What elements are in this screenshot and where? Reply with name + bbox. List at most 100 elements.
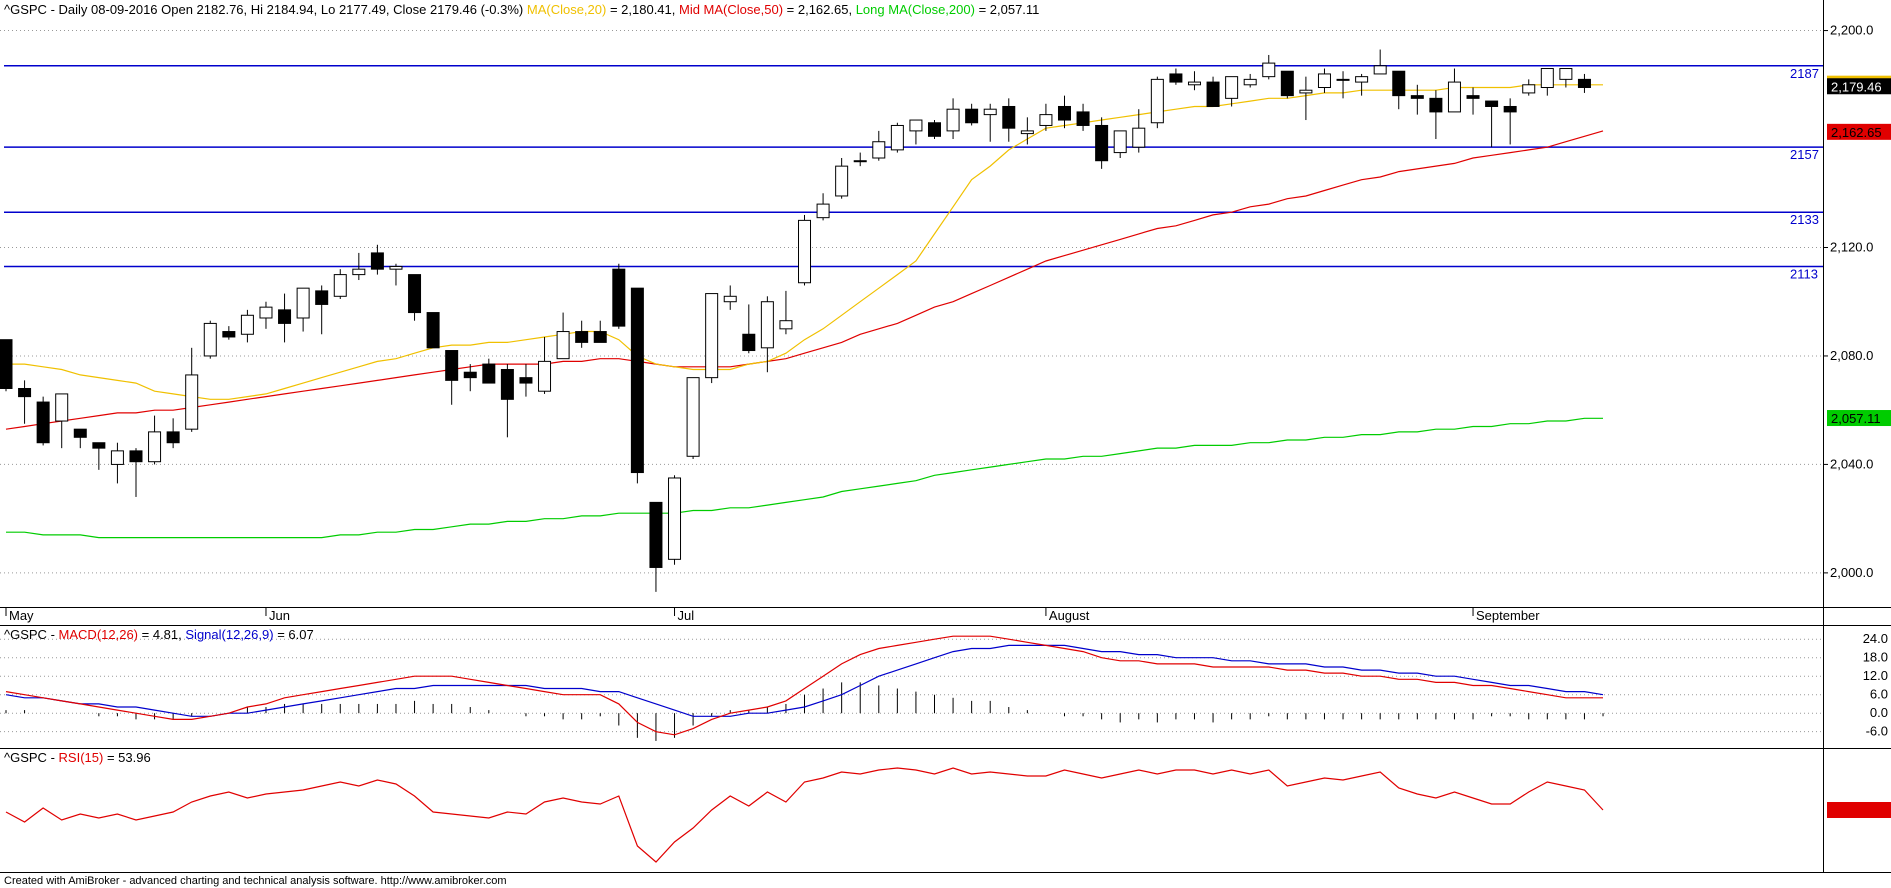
candle-body-43 <box>798 219 812 284</box>
price-pane-title: ^GSPC - Daily 08-09-2016 Open 2182.76, H… <box>4 2 1039 17</box>
candle-body-69 <box>1280 70 1294 97</box>
candle-64 <box>1187 71 1201 91</box>
candle-21 <box>389 263 403 286</box>
candle-60 <box>1113 130 1127 159</box>
candle-body-84 <box>1559 68 1573 80</box>
ohlc-info: - Daily 08-09-2016 Open 2182.76, Hi 2184… <box>51 2 524 17</box>
horizontal-line-label-2157: 2157 <box>1790 147 1819 162</box>
candle-85 <box>1577 73 1591 93</box>
candle-body-76 <box>1410 95 1424 99</box>
macd-value: = 4.81, <box>142 627 182 642</box>
signal-value: = 6.07 <box>277 627 314 642</box>
candle-20 <box>370 244 384 275</box>
candle-9 <box>166 418 180 449</box>
horizontal-line-label-2187: 2187 <box>1790 66 1819 81</box>
candle-body-1 <box>18 387 32 398</box>
last-value-tag-bg-3 <box>1827 410 1891 427</box>
candle-6 <box>110 442 124 484</box>
moving-average-lines <box>5 84 1604 539</box>
macd-tick-label-2: 12.0 <box>1863 668 1888 683</box>
candle-body-66 <box>1225 76 1239 99</box>
candle-7 <box>129 448 143 497</box>
candle-31 <box>575 320 589 348</box>
candle-body-14 <box>259 306 273 319</box>
candle-body-37 <box>686 377 700 457</box>
price-axis: 2,000.0 2,040.0 2,080.0 2,120.0 2,200.0 <box>1823 23 1873 580</box>
last-value-tag-label-1: 2,179.46 <box>1831 79 1882 94</box>
candle-body-24 <box>445 350 459 381</box>
candle-body-6 <box>110 450 124 465</box>
signal-label: Signal(12,26,9) <box>185 627 273 642</box>
candle-47 <box>872 130 886 161</box>
candle-body-20 <box>370 252 384 270</box>
candle-body-21 <box>389 265 403 270</box>
price-tick-label-0: 2,000.0 <box>1830 565 1873 580</box>
candle-72 <box>1336 71 1350 99</box>
candle-body-60 <box>1113 130 1127 154</box>
candle-body-40 <box>742 333 756 352</box>
candle-2 <box>36 396 50 446</box>
candle-37 <box>686 377 700 459</box>
candlestick-series <box>0 49 1591 592</box>
candle-body-25 <box>463 371 477 379</box>
candle-79 <box>1466 87 1480 115</box>
candle-body-64 <box>1187 81 1201 86</box>
candle-body-30 <box>556 331 570 360</box>
candle-body-35 <box>649 501 663 568</box>
candle-body-29 <box>538 360 552 392</box>
candle-body-26 <box>482 363 496 384</box>
macd-lines <box>5 635 1604 736</box>
candle-body-19 <box>352 268 366 276</box>
macd-tick-label-1: 18.0 <box>1863 650 1888 665</box>
ma20-line <box>6 84 1603 400</box>
candle-81 <box>1503 98 1517 145</box>
ma20-label: MA(Close,20) <box>527 2 606 17</box>
candle-body-79 <box>1466 95 1480 99</box>
macd-tick-label-5: -6.0 <box>1866 724 1888 739</box>
candle-body-55 <box>1020 130 1034 135</box>
candle-44 <box>816 193 830 221</box>
candle-0 <box>0 339 13 392</box>
candle-body-78 <box>1447 81 1461 113</box>
candle-10 <box>185 347 199 432</box>
candle-body-57 <box>1057 105 1071 121</box>
candle-77 <box>1429 90 1443 140</box>
candle-57 <box>1057 95 1071 129</box>
candle-body-38 <box>705 293 719 379</box>
candle-36 <box>668 475 682 565</box>
candle-body-74 <box>1373 65 1387 75</box>
price-tick-label-1: 2,040.0 <box>1830 456 1873 471</box>
candle-56 <box>1039 103 1053 131</box>
candle-25 <box>463 364 477 392</box>
candle-33 <box>612 263 626 329</box>
candle-body-41 <box>760 301 774 349</box>
candle-48 <box>890 122 904 153</box>
candle-29 <box>538 336 552 394</box>
rsi-line <box>5 767 1604 863</box>
candle-66 <box>1225 76 1239 107</box>
candle-body-50 <box>928 122 941 137</box>
candle-27 <box>500 364 514 438</box>
candle-49 <box>909 119 923 145</box>
candle-22 <box>408 274 422 321</box>
candle-51 <box>946 98 960 140</box>
candle-body-11 <box>203 322 217 357</box>
last-value-tag-label-2: 2,162.65 <box>1831 125 1882 140</box>
candle-body-9 <box>166 431 180 444</box>
candle-body-82 <box>1522 84 1536 94</box>
candle-1 <box>18 380 32 424</box>
rsi-symbol: ^GSPC <box>4 750 47 765</box>
candle-body-49 <box>909 119 923 132</box>
support-resistance-lines[interactable]: 2187 2157 2133 2113 <box>4 65 1823 282</box>
last-value-tag-2: 2,162.65 <box>1827 123 1891 140</box>
price-tick-label-3: 2,120.0 <box>1830 239 1873 254</box>
candle-body-83 <box>1540 68 1554 89</box>
candle-65 <box>1206 76 1220 107</box>
candle-body-70 <box>1299 89 1313 94</box>
candle-76 <box>1410 84 1424 115</box>
candle-53 <box>983 103 997 142</box>
candle-body-44 <box>816 203 830 219</box>
candle-body-67 <box>1243 78 1257 86</box>
